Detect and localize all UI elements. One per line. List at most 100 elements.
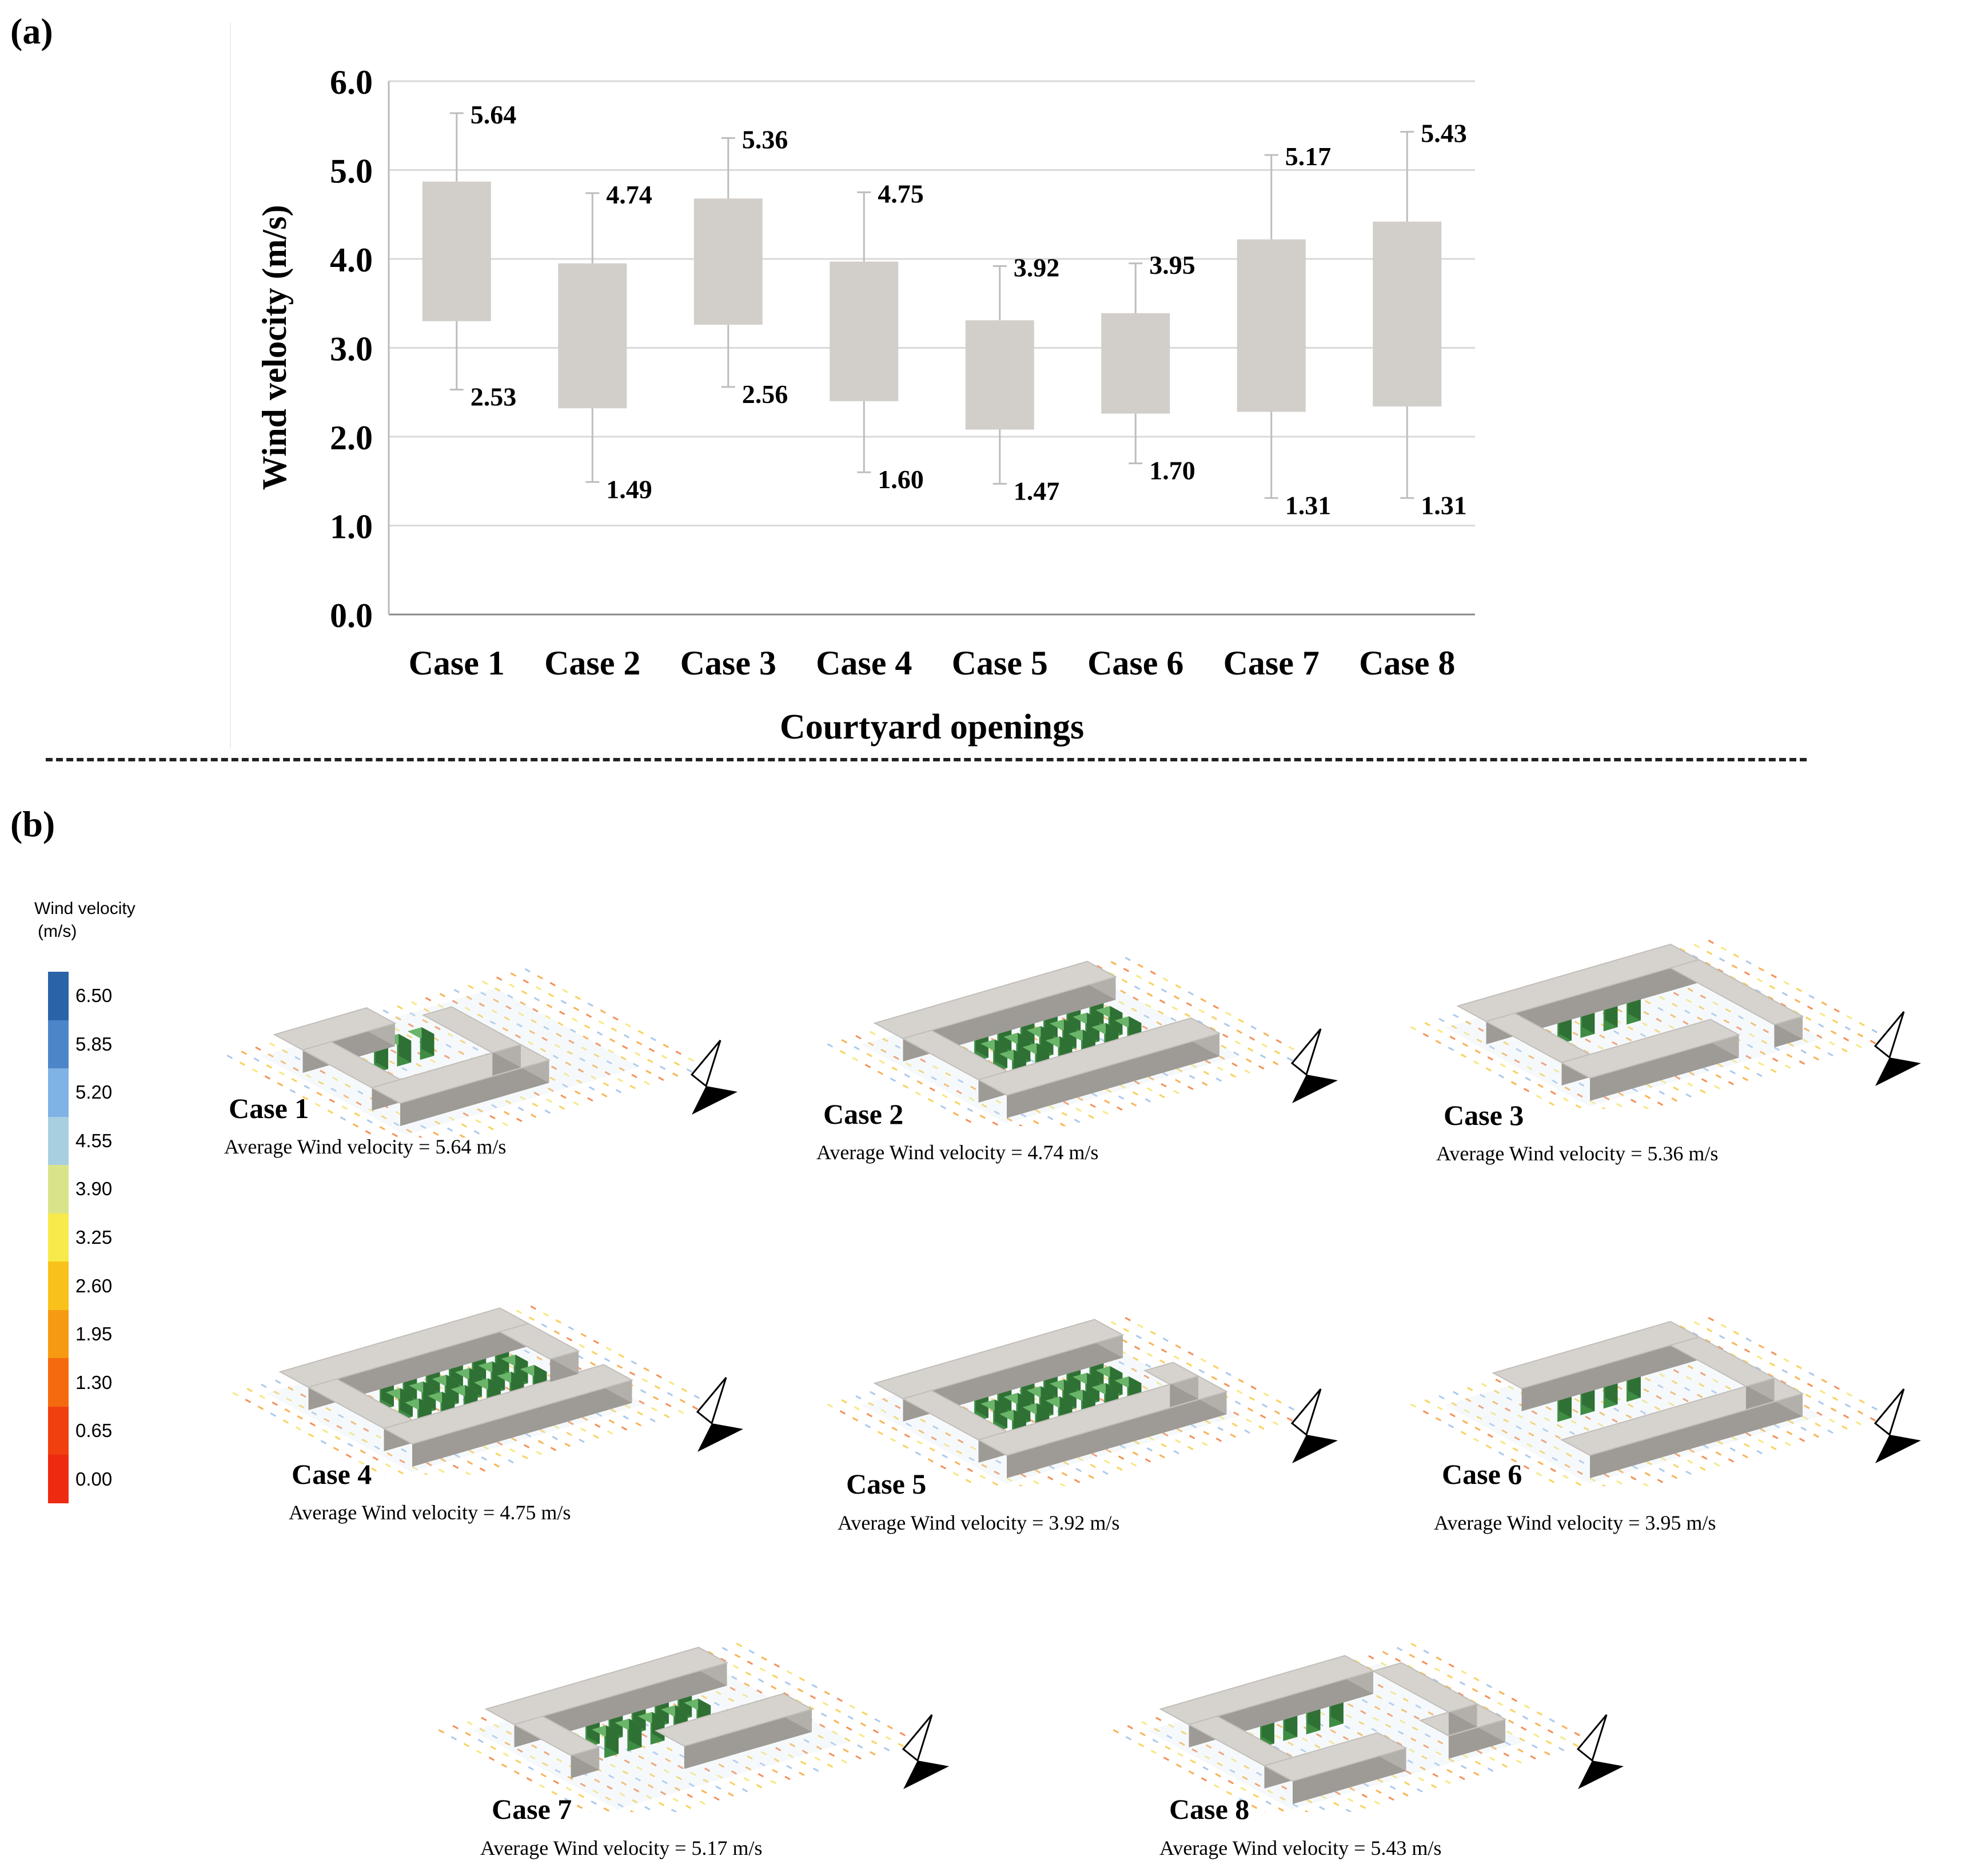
wind-arrow bbox=[1396, 1647, 1403, 1651]
wind-arrow bbox=[282, 1049, 288, 1054]
wind-arrow bbox=[661, 1779, 668, 1785]
case-panel-7: Case 7 Average Wind velocity = 5.17 m/s bbox=[400, 1543, 983, 1875]
wind-arrow bbox=[1589, 1100, 1596, 1105]
wind-arrow bbox=[1644, 1095, 1651, 1099]
wind-arrow bbox=[1685, 999, 1692, 1003]
boxes-layer: 5.642.534.741.495.362.564.751.603.921.47… bbox=[422, 100, 1467, 520]
box-plot-chart: 0.01.02.03.04.05.06.0 5.642.534.741.495.… bbox=[256, 63, 1475, 747]
max-label: 3.92 bbox=[1014, 253, 1060, 282]
wind-arrow bbox=[652, 1396, 659, 1400]
wind-arrow bbox=[475, 1119, 481, 1124]
wind-arrow bbox=[1476, 1415, 1482, 1420]
wind-arrow bbox=[515, 1034, 521, 1039]
wind-arrow bbox=[648, 1048, 655, 1052]
wind-arrow bbox=[1177, 1752, 1183, 1757]
wind-arrow bbox=[1522, 1715, 1529, 1720]
wind-arrow bbox=[508, 1364, 515, 1369]
wind-arrow bbox=[465, 1471, 472, 1475]
wind-arrow bbox=[1717, 1346, 1724, 1350]
wind-arrow bbox=[1047, 1476, 1054, 1480]
wind-arrow bbox=[1410, 1026, 1417, 1031]
building-roof bbox=[512, 1715, 601, 1757]
wind-arrow bbox=[1256, 1771, 1262, 1777]
wind-arrow bbox=[610, 1408, 616, 1413]
legend-color-segment bbox=[48, 1406, 69, 1455]
wind-arrow bbox=[756, 1689, 763, 1694]
wind-arrow bbox=[397, 1470, 404, 1475]
wind-arrow bbox=[1755, 989, 1761, 993]
wind-arrow bbox=[1191, 1748, 1198, 1753]
wind-arrow bbox=[1657, 1479, 1664, 1483]
wind-arrow bbox=[1173, 1089, 1179, 1095]
wind-arrow bbox=[636, 1766, 643, 1771]
wind-arrow bbox=[510, 972, 517, 977]
wind-arrow bbox=[906, 1062, 912, 1067]
wind-arrow bbox=[624, 1404, 631, 1409]
wind-arrow bbox=[1223, 1023, 1230, 1027]
wind-arrow bbox=[1137, 1323, 1143, 1328]
wind-arrow bbox=[483, 1445, 489, 1450]
wind-arrow bbox=[1552, 1079, 1558, 1084]
wind-arrow bbox=[1693, 1321, 1700, 1326]
wind-arrow bbox=[1473, 1771, 1480, 1777]
wind-arrow bbox=[830, 1741, 836, 1746]
wind-arrow bbox=[967, 1467, 973, 1472]
wind-arrow bbox=[784, 1681, 791, 1686]
wind-arrow bbox=[1514, 1436, 1520, 1441]
wind-arrow bbox=[562, 988, 568, 993]
wind-arrow bbox=[1390, 1690, 1396, 1695]
max-label: 5.36 bbox=[742, 125, 788, 154]
wind-arrow bbox=[1673, 1463, 1679, 1468]
wind-arrow bbox=[732, 1759, 739, 1764]
wind-arrow bbox=[1792, 1009, 1799, 1014]
buildings bbox=[1159, 1655, 1507, 1804]
building-roof bbox=[382, 1364, 634, 1445]
wind-arrow bbox=[1319, 1711, 1325, 1716]
wind-arrow bbox=[1233, 1051, 1239, 1056]
legend-color-segment bbox=[48, 1262, 69, 1310]
wind-arrow bbox=[1804, 1027, 1810, 1032]
wind-arrow bbox=[1742, 1359, 1749, 1364]
north-arrow-dark bbox=[697, 1423, 743, 1452]
wind-arrow bbox=[1274, 1410, 1281, 1415]
wind-arrow bbox=[651, 1407, 657, 1412]
wind-arrow bbox=[1292, 1803, 1298, 1808]
wind-arrow bbox=[1173, 1355, 1180, 1360]
wind-arrow bbox=[392, 1132, 398, 1137]
wind-arrow bbox=[288, 1386, 294, 1391]
wind-arrow bbox=[965, 1119, 972, 1123]
wind-arrow bbox=[1842, 1425, 1848, 1430]
x-tick-label: Case 5 bbox=[952, 644, 1048, 682]
wind-arrow bbox=[828, 1752, 835, 1757]
wind-arrow bbox=[1679, 948, 1686, 952]
wind-arrow bbox=[562, 1083, 568, 1088]
wind-arrow bbox=[731, 1770, 738, 1775]
wind-arrow bbox=[1217, 1762, 1223, 1767]
wind-arrow bbox=[745, 1671, 752, 1676]
wind-arrow bbox=[1617, 1092, 1624, 1096]
wind-arrow bbox=[1088, 1474, 1094, 1479]
wind-arrow bbox=[1671, 1097, 1677, 1102]
wind-arrow bbox=[1225, 1011, 1231, 1016]
wind-arrow bbox=[654, 1385, 661, 1390]
x-tick-label: Case 7 bbox=[1223, 644, 1320, 682]
wind-arrow bbox=[956, 1089, 962, 1095]
building-front bbox=[903, 1335, 1123, 1422]
wind-arrow bbox=[1238, 1798, 1245, 1802]
wind-arrow bbox=[1645, 1000, 1651, 1005]
building-roof bbox=[654, 1693, 814, 1747]
wind-arrow bbox=[858, 1733, 865, 1738]
wind-arrow bbox=[1286, 1752, 1292, 1757]
wind-arrow bbox=[593, 1339, 599, 1344]
wind-arrow bbox=[1744, 971, 1751, 976]
wind-arrow bbox=[1685, 1376, 1692, 1380]
wind-arrow bbox=[734, 1654, 741, 1658]
wind-arrow bbox=[1660, 1456, 1667, 1462]
legend-tick-label: 2.60 bbox=[75, 1275, 113, 1296]
wind-arrow bbox=[564, 1798, 571, 1802]
wind-arrow bbox=[1421, 1661, 1428, 1665]
wind-arrow bbox=[879, 1419, 885, 1424]
wind-arrow bbox=[591, 1800, 597, 1805]
wind-arrow bbox=[1794, 1376, 1801, 1380]
wind-arrow bbox=[599, 1745, 605, 1750]
